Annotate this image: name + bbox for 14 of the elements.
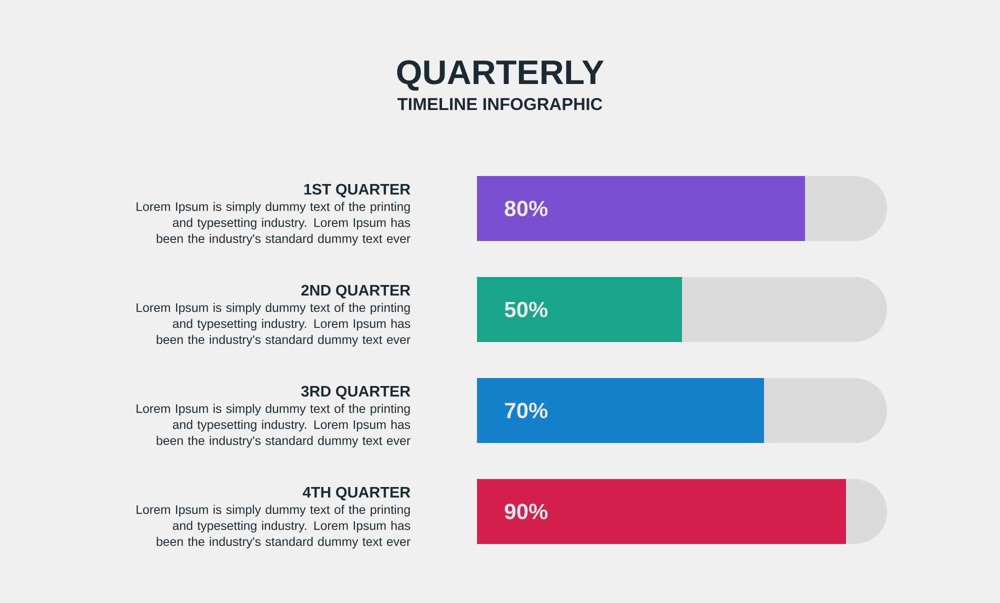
- text: Lorem Ipsum is simply dummy text of the printing and typesetting industry. Lorem Ipsum has been the industry's standard dummy text ever: [136, 302, 410, 346]
- y-tick-label: 3RD QUARTER: [301, 386, 410, 400]
- data-label: 50%: [504, 302, 548, 318]
- data-label: 80%: [504, 200, 548, 216]
- text: Lorem Ipsum is simply dummy text of the printing and typesetting industry. Lorem Ipsum has been the industry's standard dummy text ever: [136, 202, 410, 246]
- y-tick-label: 4TH QUARTER: [302, 486, 410, 500]
- text: Lorem Ipsum is simply dummy text of the printing and typesetting industry. Lorem Ipsum has been the industry's standard dummy text ever: [136, 504, 410, 548]
- text: Lorem Ipsum is simply dummy text of the printing and typesetting industry. Lorem Ipsum has been the industry's standard dummy text ever: [136, 404, 410, 448]
- data-label: 90%: [504, 504, 548, 520]
- data-label: 70%: [505, 402, 548, 418]
- chart-title: QUARTERLY: [397, 60, 604, 91]
- y-tick-label: 1ST QUARTER: [304, 184, 410, 198]
- chart-subtitle: TIMELINE INFOGRAPHIC: [397, 98, 602, 110]
- y-tick-label: 2ND QUARTER: [301, 284, 410, 298]
